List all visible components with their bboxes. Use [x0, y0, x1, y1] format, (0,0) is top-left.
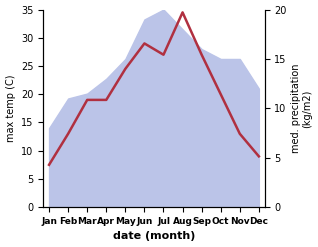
X-axis label: date (month): date (month) [113, 231, 195, 242]
Y-axis label: max temp (C): max temp (C) [5, 75, 16, 142]
Y-axis label: med. precipitation
(kg/m2): med. precipitation (kg/m2) [291, 64, 313, 153]
